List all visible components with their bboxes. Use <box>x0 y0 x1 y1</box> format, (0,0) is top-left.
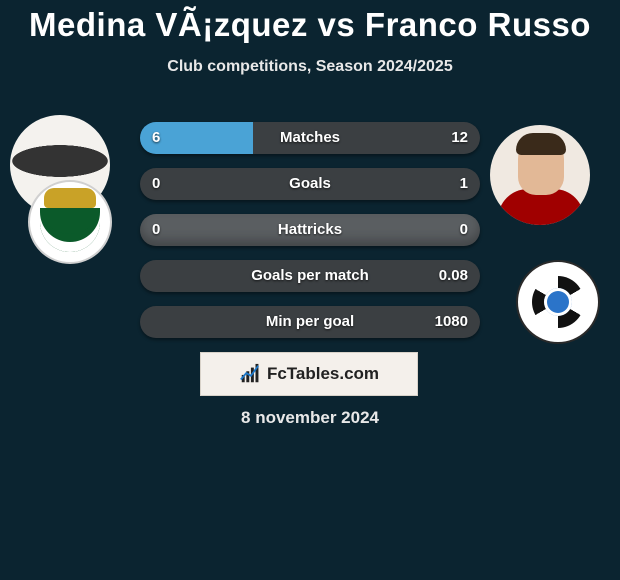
stat-row: Min per goal1080 <box>140 306 480 338</box>
stat-value-right: 1080 <box>435 306 468 338</box>
stats-bars: 6Matches120Goals10Hattricks0Goals per ma… <box>140 122 480 352</box>
player-right-avatar <box>490 125 590 225</box>
stat-value-right: 12 <box>451 122 468 154</box>
branding-badge: FcTables.com <box>200 352 418 396</box>
stat-label: Goals per match <box>140 260 480 292</box>
stat-row: 0Hattricks0 <box>140 214 480 246</box>
stat-label: Matches <box>140 122 480 154</box>
club-left-badge <box>28 180 112 264</box>
stat-row: 0Goals1 <box>140 168 480 200</box>
club-right-badge <box>516 260 600 344</box>
stat-value-right: 1 <box>460 168 468 200</box>
stat-label: Min per goal <box>140 306 480 338</box>
bar-chart-icon <box>239 363 261 385</box>
branding-text: FcTables.com <box>267 364 379 384</box>
stat-row: Goals per match0.08 <box>140 260 480 292</box>
subtitle: Club competitions, Season 2024/2025 <box>0 58 620 76</box>
comparison-card: Medina VÃ¡zquez vs Franco Russo Club com… <box>0 0 620 580</box>
date-text: 8 november 2024 <box>0 408 620 428</box>
stat-row: 6Matches12 <box>140 122 480 154</box>
stat-value-right: 0.08 <box>439 260 468 292</box>
stat-label: Hattricks <box>140 214 480 246</box>
stat-label: Goals <box>140 168 480 200</box>
stat-value-right: 0 <box>460 214 468 246</box>
page-title: Medina VÃ¡zquez vs Franco Russo <box>0 0 620 44</box>
